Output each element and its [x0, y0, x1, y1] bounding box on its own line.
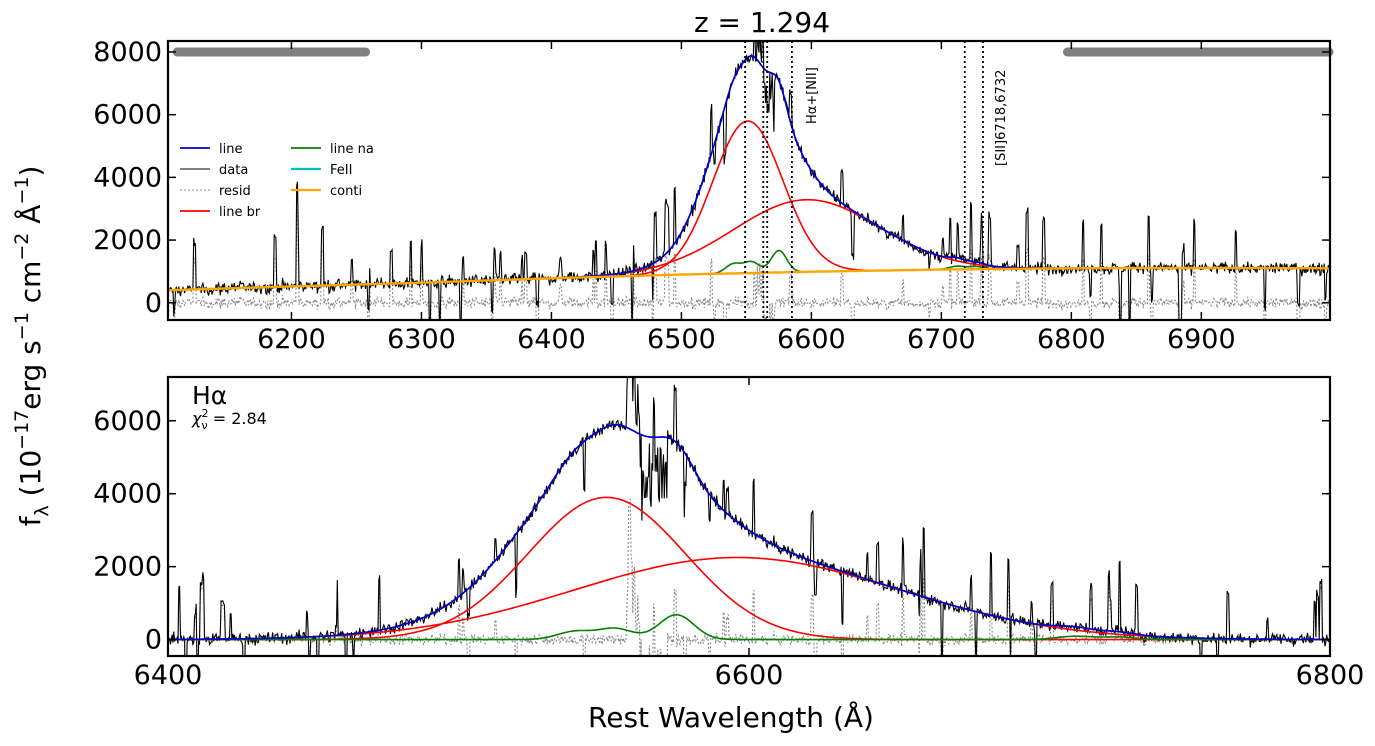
- top-xtick-label: 6500: [647, 324, 716, 355]
- top-xtick-label: 6800: [1037, 324, 1106, 355]
- legend-label: line: [219, 142, 242, 157]
- legend-label: line na: [330, 142, 374, 157]
- top-panel-title: z = 1.294: [694, 6, 830, 39]
- top-continuum: [168, 266, 1329, 292]
- legend-label: resid: [219, 184, 251, 199]
- bottom-total-line-fit: [168, 423, 1330, 641]
- top-ytick-label: 4000: [93, 162, 162, 193]
- top-ytick-label: 6000: [93, 100, 162, 131]
- bottom-broad-component-2: [168, 556, 1330, 641]
- top-xtick-label: 6300: [387, 324, 456, 355]
- legend-label: conti: [330, 184, 362, 199]
- top-resid-series: [168, 208, 1330, 320]
- bottom-xtick-label: 6400: [134, 660, 203, 691]
- top-broad-component-2: [168, 198, 1329, 292]
- top-xtick-label: 6700: [907, 324, 976, 355]
- bottom-xtick-label: 6600: [715, 660, 784, 691]
- top-xtick-label: 6900: [1167, 324, 1236, 355]
- x-axis-label: Rest Wavelength (Å): [588, 700, 874, 734]
- chi-square-label: χ2 ν = 2.84: [191, 407, 267, 432]
- top-xtick-label: 6600: [777, 324, 846, 355]
- legend-label: FeII: [330, 163, 352, 178]
- top-ytick-label: 8000: [93, 37, 162, 68]
- top-panel: z = 1.294 6200 6300 6400 6500 6600 6700 6800 69…: [93, 6, 1334, 355]
- bottom-panel-title: Hα: [192, 381, 227, 410]
- y-axis-label: fλ (10−17erg s−1 cm−2 Å−1): [11, 166, 53, 527]
- bottom-xtick-label: 6800: [1296, 660, 1365, 691]
- bottom-narrow-component: [168, 613, 1330, 641]
- top-ytick-label: 0: [145, 288, 162, 319]
- legend-label: line br: [219, 205, 261, 220]
- top-xtick-label: 6400: [517, 324, 586, 355]
- annotation-halpha-nii: Hα+[NII]: [805, 67, 820, 124]
- bottom-ytick-label: 2000: [93, 552, 162, 583]
- bottom-data-series: [168, 377, 1330, 656]
- top-ytick-label: 2000: [93, 225, 162, 256]
- bottom-ytick-label: 0: [145, 625, 162, 656]
- annotation-sii: [SII]6718,6732: [994, 70, 1009, 166]
- bottom-broad-component-1: [168, 496, 1330, 641]
- legend-label: data: [219, 163, 248, 178]
- top-data-series: [168, 41, 1330, 320]
- bottom-ytick-label: 6000: [93, 406, 162, 437]
- bottom-ytick-label: 4000: [93, 479, 162, 510]
- top-xtick-label: 6200: [257, 324, 326, 355]
- bottom-resid-series: [168, 498, 1330, 656]
- top-panel-frame: [166, 39, 1332, 322]
- bottom-panel-frame: [166, 375, 1332, 658]
- legend: line data resid line br line na FeII conti: [180, 142, 374, 220]
